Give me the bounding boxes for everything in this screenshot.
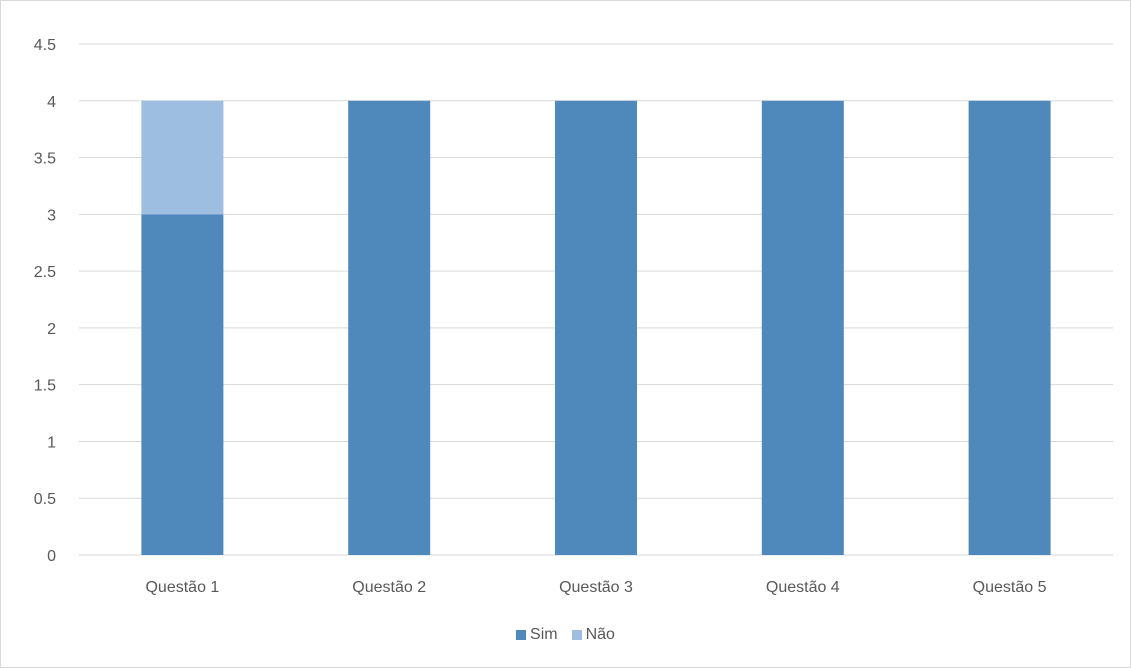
legend-swatch-nao (571, 630, 582, 640)
bar-sim-2 (348, 100, 431, 556)
bar-sim-1 (141, 214, 224, 556)
legend-label-sim: Sim (530, 626, 558, 643)
y-tick-label: 4 (47, 94, 56, 111)
y-tick-label: 2.5 (34, 264, 56, 281)
x-axis-tick-labels: Questão 1 Questão 2 Questão 3 Questão 4 Ques… (145, 579, 1046, 596)
bar-sim-4 (761, 100, 844, 556)
y-tick-label: 3.5 (34, 151, 56, 168)
legend-label-nao: Não (585, 626, 615, 643)
bar-sim-3 (555, 100, 637, 556)
y-axis-tick-labels: 0 0.5 1 1.5 2 2.5 3 3.5 4 4.5 (34, 37, 56, 565)
x-tick-label: Questão 5 (973, 579, 1047, 596)
legend: Sim Não (0, 626, 1131, 644)
y-tick-label: 1.5 (34, 378, 56, 395)
y-tick-label: 1 (47, 434, 56, 451)
y-tick-label: 2 (47, 321, 56, 338)
y-tick-label: 0 (47, 548, 56, 565)
bar-no-1 (141, 100, 224, 215)
x-tick-label: Questão 4 (766, 579, 840, 596)
legend-item-nao: Não (571, 626, 615, 644)
y-tick-label: 0.5 (34, 491, 56, 508)
y-tick-label: 3 (47, 207, 56, 224)
bars (141, 100, 1051, 556)
legend-item-sim: Sim (516, 626, 558, 644)
bar-sim-5 (968, 100, 1051, 556)
y-tick-label: 4.5 (34, 37, 56, 54)
x-tick-label: Questão 2 (352, 579, 426, 596)
x-tick-label: Questão 3 (559, 579, 633, 596)
x-tick-label: Questão 1 (145, 579, 219, 596)
legend-swatch-sim (516, 630, 527, 640)
